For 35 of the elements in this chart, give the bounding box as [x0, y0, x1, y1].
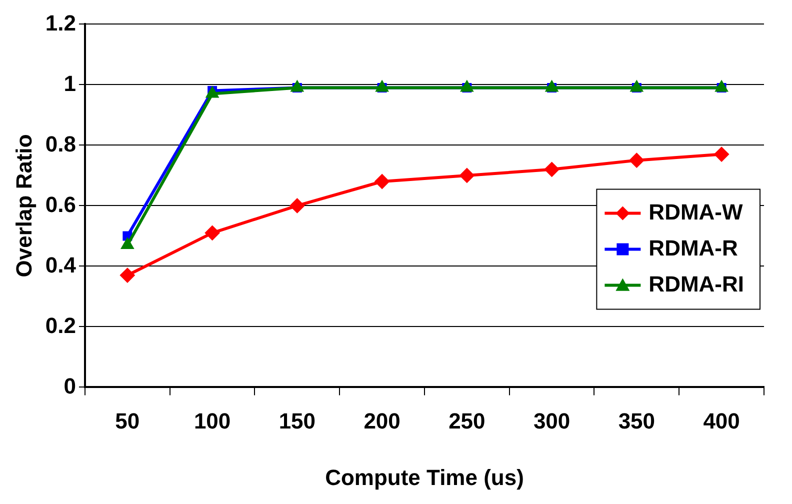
point: [459, 168, 474, 183]
legend-label: RDMA-RI: [648, 271, 744, 296]
x-tick-label: 50: [115, 408, 140, 434]
point: [375, 80, 389, 92]
point: [204, 225, 220, 240]
x-tick-label: 400: [703, 408, 740, 434]
legend-label: RDMA-R: [648, 235, 738, 260]
point: [714, 146, 730, 162]
y-axis-title: Overlap Ratio: [11, 134, 36, 278]
point: [715, 80, 728, 92]
x-tick-label: 150: [278, 408, 316, 434]
y-tick-label: 1: [64, 70, 76, 96]
point: [120, 268, 135, 283]
point: [206, 86, 219, 98]
x-tick-label: 100: [194, 408, 231, 434]
point: [630, 80, 644, 92]
x-tick-label: 350: [618, 408, 656, 434]
point: [460, 80, 474, 92]
point: [290, 80, 304, 92]
point: [374, 174, 390, 189]
x-axis-title: Compute Time (us): [325, 464, 524, 490]
y-tick-label: 0.8: [45, 131, 76, 156]
x-tick-label: 200: [364, 408, 400, 434]
y-tick-label: 0.6: [45, 192, 76, 217]
x-tick-label: 300: [533, 408, 570, 434]
legend-label: RDMA-W: [648, 199, 743, 224]
y-tick-label: 0.2: [45, 312, 76, 338]
point: [290, 198, 305, 214]
y-tick-label: 0: [64, 373, 76, 398]
point: [629, 152, 644, 168]
point: [545, 80, 558, 92]
y-tick-label: 0.4: [45, 252, 77, 278]
point: [544, 162, 560, 177]
y-tick-label: 1.2: [45, 10, 76, 36]
x-tick-label: 250: [448, 408, 486, 434]
